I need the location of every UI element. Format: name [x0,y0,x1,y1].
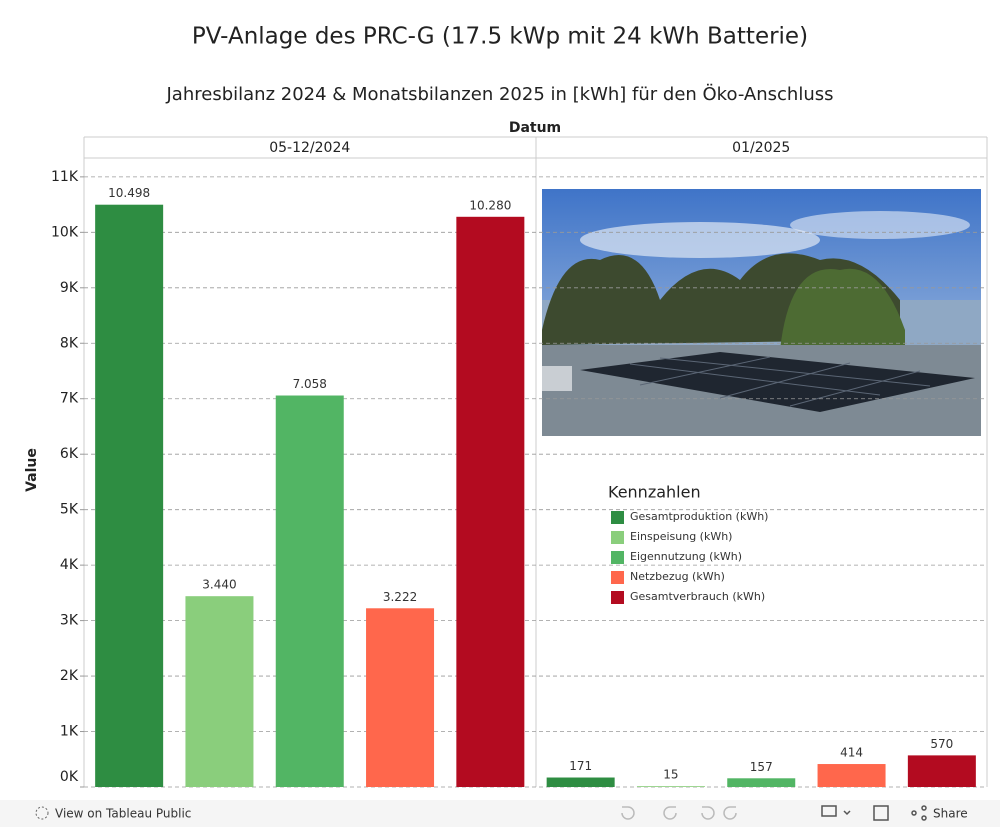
y-tick-label: 5K [60,502,79,518]
value-label: 157 [750,760,773,774]
y-tick-label: 3K [60,613,79,629]
toolbar-icons [621,806,737,820]
y-tick-label: 9K [60,280,79,296]
bar [817,764,886,787]
value-label: 3.440 [202,578,236,592]
tableau-icon [35,806,49,820]
y-tick-label: 8K [60,335,79,351]
y-tick-label: 7K [60,391,79,407]
bar [366,608,435,787]
y-tick-label: 4K [60,557,79,573]
legend-swatch [611,511,624,524]
legend-title: Kennzahlen [608,483,701,502]
y-tick-label: 6K [60,446,79,462]
y-tick-label: 2K [60,668,79,684]
chart-subtitle: Jahresbilanz 2024 & Monatsbilanzen 2025 … [166,83,834,105]
legend-label: Gesamtverbrauch (kWh) [630,590,765,603]
value-label: 414 [840,746,863,760]
x-axis-label: Datum [509,120,561,136]
legend-label: Gesamtproduktion (kWh) [630,510,768,523]
y-tick-label: 10K [51,224,79,240]
bar [546,777,615,787]
y-tick-label: 11K [51,169,79,185]
bar [727,778,796,787]
legend-label: Netzbezug (kWh) [630,570,725,583]
legend-swatch [611,531,624,544]
value-label: 15 [663,768,678,782]
share-button[interactable]: Share [933,807,968,821]
legend-swatch [611,591,624,604]
bar [185,596,254,787]
value-label: 10.498 [108,186,150,200]
bar [275,395,344,787]
y-tick-label: 0K [60,769,79,785]
bar [636,786,705,787]
panel-header: 01/2025 [732,140,790,156]
legend-label: Eigennutzung (kWh) [630,550,742,563]
view-on-tableau-link[interactable]: View on Tableau Public [55,807,191,821]
toolbar [0,800,1000,827]
value-label: 171 [569,759,592,773]
panel-frame [83,136,988,787]
y-axis-label: Value [24,448,40,492]
value-label: 3.222 [383,590,417,604]
chart-title: PV-Anlage des PRC-G (17.5 kWp mit 24 kWh… [192,24,808,50]
toolbar-buttons[interactable] [821,805,927,821]
y-tick-label: 1K [60,724,79,740]
bar [456,216,525,787]
photo-pv-roof [542,189,981,436]
legend-label: Einspeisung (kWh) [630,530,732,543]
value-label: 10.280 [469,198,511,212]
legend-swatch [611,551,624,564]
bar [907,755,976,787]
value-label: 7.058 [293,377,327,391]
bar [95,204,164,788]
panel-header: 05-12/2024 [269,140,350,156]
legend-swatch [611,571,624,584]
value-label: 570 [930,737,953,751]
